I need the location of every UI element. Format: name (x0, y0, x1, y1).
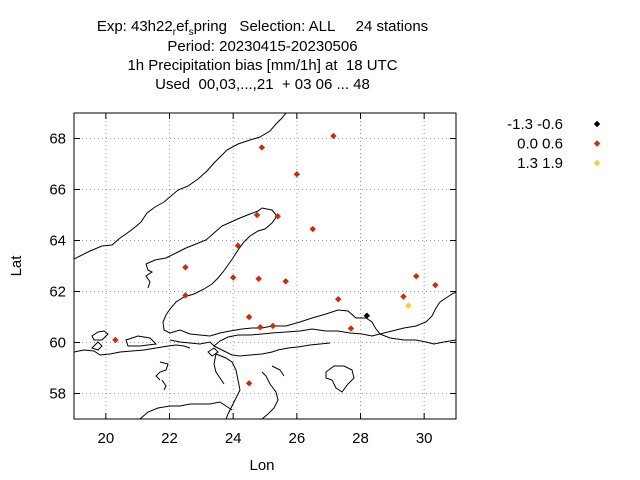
axis-ticks (74, 113, 456, 419)
plot-frame (73, 112, 457, 420)
station-point (282, 278, 289, 285)
station-point (182, 292, 189, 299)
legend-entry-marker (593, 120, 601, 128)
station-point (182, 264, 189, 271)
station-point (245, 313, 253, 321)
station-point (274, 213, 281, 220)
title-line-1-mid: ef (176, 18, 189, 35)
station-point (293, 171, 301, 178)
y-tick-label: 58 (49, 386, 66, 403)
station-point (347, 325, 355, 332)
title-line-1-subscript-s: s (188, 27, 194, 38)
grid-lines (74, 113, 456, 419)
x-tick-label: 22 (161, 430, 178, 447)
y-tick-labels: 58 60 62 64 66 68 (49, 131, 66, 403)
y-tick-label: 68 (49, 131, 66, 148)
title-line-1-subscript-r: r (172, 27, 177, 38)
legend-entry-label: 0.0 0.6 (517, 136, 563, 153)
legend-entry-marker (593, 140, 601, 147)
station-point (330, 132, 337, 140)
chart-title-line-1: Exp: 43h22refspring Selection: ALL 24 st… (0, 18, 525, 42)
station-point (229, 274, 237, 281)
y-axis-label: Lat (8, 255, 25, 277)
y-tick-label: 66 (49, 182, 66, 199)
coastline-map (74, 113, 456, 419)
station-point (269, 322, 277, 330)
station-point (258, 144, 266, 151)
legend-entry-label: -1.3 -0.6 (507, 116, 563, 133)
legend-entry-marker (593, 159, 601, 167)
station-point (405, 302, 412, 309)
station-point (400, 293, 407, 300)
title-line-1-prefix: Exp: 43h22 (96, 18, 173, 35)
x-tick-label: 20 (97, 430, 114, 447)
station-point (413, 273, 420, 280)
title-line-1-suffix: pring Selection: ALL 24 stations (193, 18, 429, 35)
station-point (432, 281, 439, 289)
y-tick-label: 64 (49, 233, 66, 250)
chart-title-line-4: Used 00,03,...,21 + 03 06 ... 48 (155, 76, 370, 93)
legend-entry-label: 1.3 1.9 (517, 155, 563, 172)
chart-title-line-3: 1h Precipitation bias [mm/1h] at 18 UTC (127, 57, 398, 74)
x-tick-label: 28 (352, 430, 369, 447)
station-point (253, 211, 261, 219)
chart-title-line-2: Period: 20230415-20230506 (167, 38, 358, 55)
station-point (112, 336, 119, 344)
station-point (309, 225, 316, 233)
x-tick-labels: 20 22 24 26 28 30 (97, 430, 432, 447)
x-tick-label: 24 (225, 430, 242, 447)
x-tick-label: 30 (416, 430, 433, 447)
x-axis-label: Lon (249, 457, 274, 474)
station-point (234, 242, 242, 249)
station-point (363, 312, 371, 319)
x-tick-label: 26 (288, 430, 305, 447)
data-points (112, 132, 439, 387)
station-point (255, 275, 262, 282)
station-point (257, 324, 264, 331)
legend: -1.3 -0.6 0.0 0.6 1.3 1.9 (507, 116, 601, 172)
station-point (245, 380, 253, 387)
y-tick-label: 60 (49, 335, 66, 352)
station-point (335, 295, 342, 303)
y-tick-label: 62 (49, 284, 66, 301)
